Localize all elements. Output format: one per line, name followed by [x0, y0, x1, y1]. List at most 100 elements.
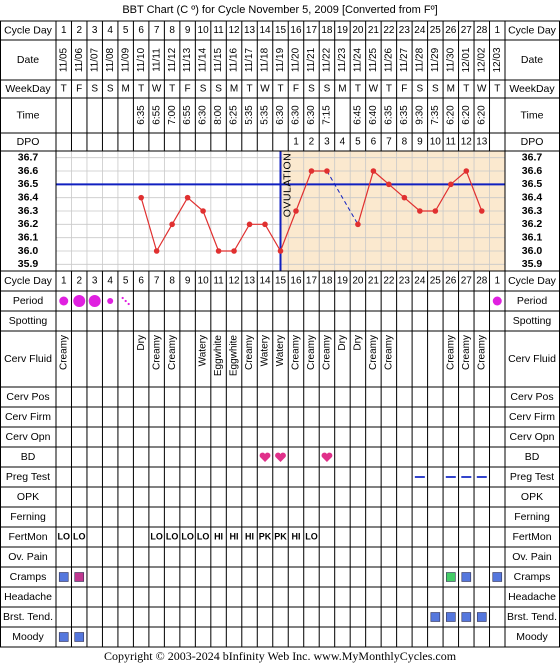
weekday: M: [230, 84, 238, 95]
temperature-point: [432, 208, 439, 214]
symptom-box: [58, 632, 69, 642]
fertmon: LO: [150, 531, 163, 541]
footer: Copyright © 2003-2024 bInfinity Web Inc.…: [104, 649, 457, 663]
cycle-day: 27: [461, 276, 473, 287]
date: 11/30: [445, 47, 456, 72]
y-tick-label: 36.7: [522, 151, 543, 163]
weekday: M: [122, 84, 130, 95]
symptom-box: [476, 612, 487, 622]
row-label: Cramps: [10, 571, 47, 583]
y-tick-label: 36.5: [18, 178, 39, 190]
cycle-day: 28: [476, 276, 488, 287]
cycle-day: 2: [76, 276, 82, 287]
date: 11/20: [291, 47, 302, 72]
date: 11/26: [384, 47, 395, 72]
heart: [321, 452, 333, 462]
row-label: Headache: [4, 591, 52, 603]
date: 11/29: [430, 47, 441, 72]
cycle-day: 7: [154, 276, 160, 287]
date: 11/09: [120, 47, 131, 72]
cycle-day: 22: [383, 276, 395, 287]
time: 7:15: [322, 105, 333, 125]
fertmon: PK: [259, 531, 272, 541]
row-label: Cerv Pos: [6, 391, 49, 403]
row-label: Brst. Tend.: [3, 611, 53, 623]
cervical-fluid: Creamy: [461, 335, 472, 370]
cervical-fluid: Creamy: [445, 335, 456, 370]
temperature-point: [324, 168, 330, 174]
row-label: WeekDay: [5, 83, 51, 95]
temperature-point: [478, 208, 485, 214]
symptom-box: [74, 632, 85, 642]
cervical-fluid: Creamy: [291, 335, 302, 370]
row-label: DPO: [17, 136, 40, 148]
row-label: OPK: [17, 491, 39, 503]
temperature-point: [277, 248, 284, 254]
cycle-day: 10: [198, 25, 210, 36]
cycle-day: 28: [476, 25, 488, 36]
time: 6:30: [306, 105, 317, 125]
temperature-point: [262, 221, 268, 228]
date: 11/18: [260, 47, 271, 72]
weekday: S: [91, 84, 98, 95]
cycle-day: 5: [123, 276, 129, 287]
fertmon: LO: [197, 531, 210, 541]
cycle-day: 5: [123, 25, 129, 36]
weekday: S: [200, 84, 207, 95]
date: 11/06: [74, 47, 85, 72]
date: 11/10: [136, 47, 147, 72]
cervical-fluid: Creamy: [368, 335, 379, 370]
cervical-fluid: Watery: [260, 335, 271, 366]
y-tick-label: 36.3: [18, 205, 39, 217]
time: 8:00: [213, 105, 224, 125]
heart: [259, 452, 271, 462]
fertmon: HI: [230, 531, 239, 541]
weekday: S: [417, 84, 424, 95]
cycle-day: 14: [259, 25, 271, 36]
period-dot: [88, 295, 101, 307]
row-label: Moody: [516, 631, 548, 643]
cycle-day: 3: [92, 276, 98, 287]
date: 11/24: [353, 47, 364, 72]
row-label: Ov. Pain: [512, 551, 552, 563]
dpo: 10: [430, 137, 442, 148]
y-tick-label: 36.7: [18, 151, 39, 163]
symptom-box: [461, 572, 472, 582]
cervical-fluid: Creamy: [384, 335, 395, 370]
cycle-day: 4: [107, 25, 113, 36]
fertmon: HI: [245, 531, 254, 541]
temperature-point: [355, 221, 361, 228]
symptom-box: [430, 612, 441, 622]
y-tick-label: 36.6: [522, 165, 543, 177]
weekday: W: [152, 84, 162, 95]
row-label: Cycle Day: [4, 275, 53, 287]
heart: [275, 452, 286, 462]
weekday: F: [185, 84, 191, 95]
weekday: T: [355, 84, 361, 95]
cycle-day: 6: [138, 25, 144, 36]
cycle-day: 17: [306, 276, 318, 287]
temperature-point: [184, 194, 191, 201]
time: 6:30: [291, 105, 302, 125]
temperature-point: [215, 248, 222, 254]
cycle-day: 20: [352, 25, 364, 36]
symptom-box: [74, 572, 85, 582]
cycle-day: 15: [275, 276, 287, 287]
fertmon: PK: [274, 531, 287, 541]
date: 11/22: [322, 47, 333, 72]
dpo: 13: [476, 137, 488, 148]
cervical-fluid: Creamy: [244, 335, 255, 370]
symptom-box: [492, 572, 503, 582]
row-label: Cerv Firm: [5, 411, 51, 423]
date: 11/21: [306, 47, 317, 72]
cycle-day: 24: [414, 25, 426, 36]
dpo: 4: [340, 137, 346, 148]
symptom-box: [461, 612, 472, 622]
y-tick-label: 36.2: [18, 218, 39, 230]
date: 11/11: [151, 48, 162, 72]
date: 11/05: [58, 47, 69, 72]
cycle-day: 1: [494, 276, 500, 287]
weekday: T: [246, 84, 252, 95]
cycle-day: 8: [169, 25, 175, 36]
